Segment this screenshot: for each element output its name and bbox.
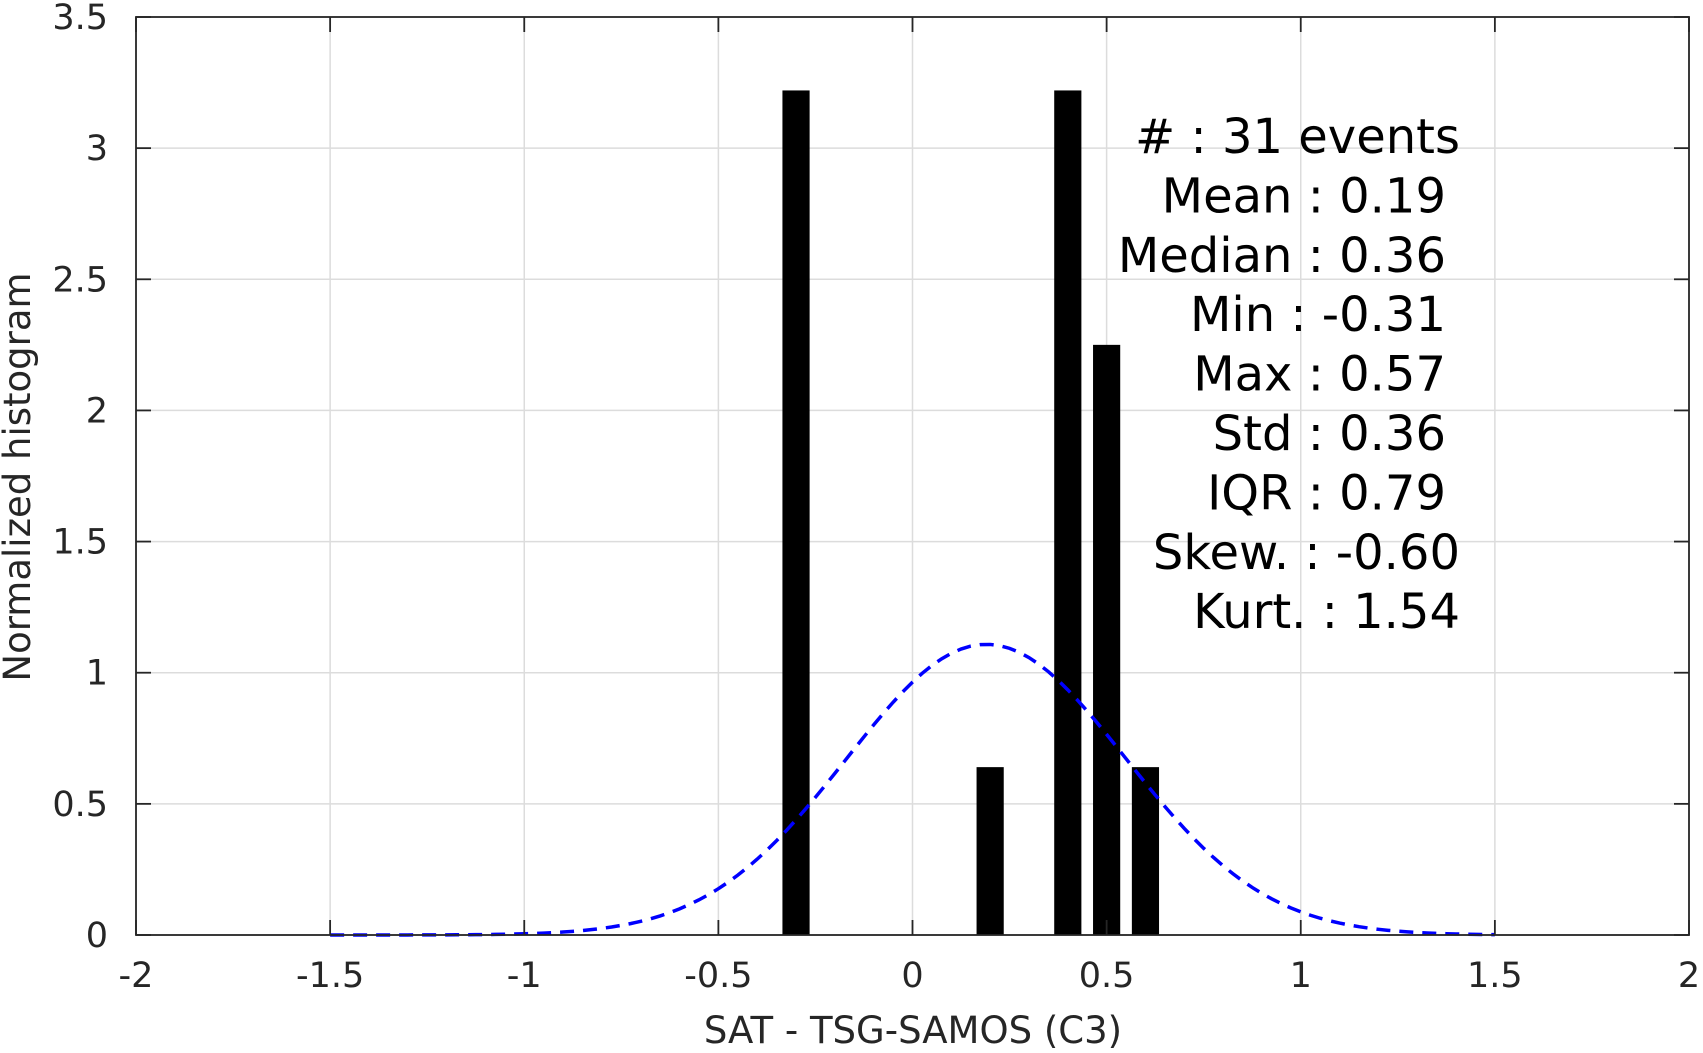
y-tick-label: 1.5: [52, 523, 108, 563]
y-tick-label: 2.5: [52, 260, 108, 300]
x-tick-label: 1.5: [1467, 956, 1523, 996]
stat-line: # : 31 events: [1135, 109, 1460, 165]
histogram-bar: [1093, 344, 1121, 935]
stat-line: Skew. : -0.60: [1153, 525, 1460, 581]
stat-line: Std : 0.36: [1213, 406, 1446, 462]
y-tick-label: 2: [86, 391, 108, 431]
y-tick-label: 3.5: [52, 0, 108, 38]
histogram-bar: [1054, 90, 1082, 935]
stat-line: Mean : 0.19: [1162, 168, 1446, 224]
x-tick-labels: -2 -1.5 -1 -0.5 0 0.5 1 1.5 2: [119, 956, 1701, 996]
y-tick-label: 1: [86, 654, 108, 694]
x-tick-label: -0.5: [684, 956, 752, 996]
y-tick-label: 0: [86, 916, 108, 956]
stat-line: Min : -0.31: [1190, 287, 1446, 343]
x-tick-label: -1.5: [296, 956, 364, 996]
stat-line: Kurt. : 1.54: [1193, 584, 1460, 640]
x-tick-label: 2: [1678, 956, 1700, 996]
x-tick-label: 0.5: [1079, 956, 1135, 996]
y-tick-labels: 0 0.5 1 1.5 2 2.5 3 3.5: [52, 0, 108, 956]
x-tick-label: -2: [119, 956, 154, 996]
x-tick-label: 1: [1290, 956, 1312, 996]
axes-frame: [135, 16, 1690, 936]
histogram-bar: [782, 90, 810, 935]
stat-line: Max : 0.57: [1193, 347, 1446, 403]
histogram-bar: [976, 767, 1004, 935]
stat-line: IQR : 0.79: [1207, 465, 1446, 521]
x-tick-label: -1: [507, 956, 542, 996]
x-tick-label: 0: [901, 956, 923, 996]
y-tick-label: 0.5: [52, 785, 108, 825]
y-tick-label: 3: [86, 129, 108, 169]
histogram-bars: [782, 90, 1160, 935]
stat-line: Median : 0.36: [1118, 228, 1446, 284]
y-axis-title: Normalized histogram: [0, 272, 39, 681]
x-axis-title: SAT - TSG-SAMOS (C3): [704, 1009, 1122, 1052]
